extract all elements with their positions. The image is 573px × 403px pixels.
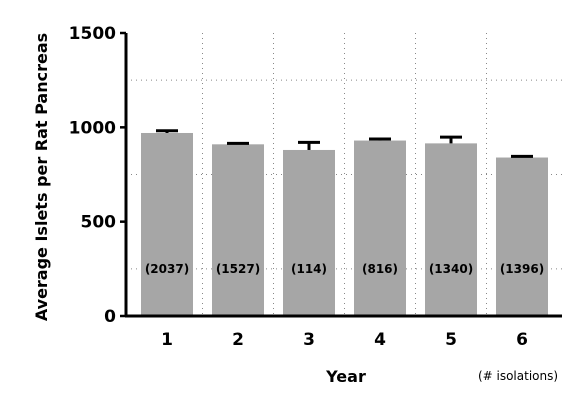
bar <box>141 132 193 316</box>
grid <box>126 33 562 316</box>
x-axis-title: Year <box>325 367 366 386</box>
y-ticks: 0 500 1000 1500 <box>69 24 126 327</box>
y-axis-title: Average Islets per Rat Pancreas <box>32 33 51 321</box>
bar <box>212 144 264 316</box>
y-tick-label: 500 <box>81 213 117 233</box>
bar-count-label: (114) <box>291 262 327 276</box>
isolations-note: (# isolations) <box>478 369 558 383</box>
bar <box>354 140 406 316</box>
x-tick-label: 1 <box>161 330 173 350</box>
bar-count-label: (1527) <box>216 262 260 276</box>
y-tick-label: 1000 <box>69 118 116 138</box>
bar-labels: (2037) (1527) (114) (816) (1340) (1396) <box>145 262 544 276</box>
bar-count-label: (816) <box>362 262 398 276</box>
bar-count-label: (1396) <box>500 262 544 276</box>
bar-count-label: (1340) <box>429 262 473 276</box>
bar <box>496 157 548 316</box>
bar-count-label: (2037) <box>145 262 189 276</box>
x-tick-label: 4 <box>374 330 386 350</box>
y-tick-label: 0 <box>104 307 116 327</box>
bar <box>283 149 335 316</box>
x-tick-label: 5 <box>445 330 457 350</box>
axes <box>124 33 562 318</box>
x-tick-label: 6 <box>516 330 528 350</box>
bar <box>425 143 477 316</box>
x-tick-label: 3 <box>303 330 315 350</box>
bars <box>141 129 548 316</box>
x-tick-label: 2 <box>232 330 244 350</box>
y-tick-label: 1500 <box>69 24 116 44</box>
x-ticks: 1 2 3 4 5 6 <box>161 330 528 350</box>
